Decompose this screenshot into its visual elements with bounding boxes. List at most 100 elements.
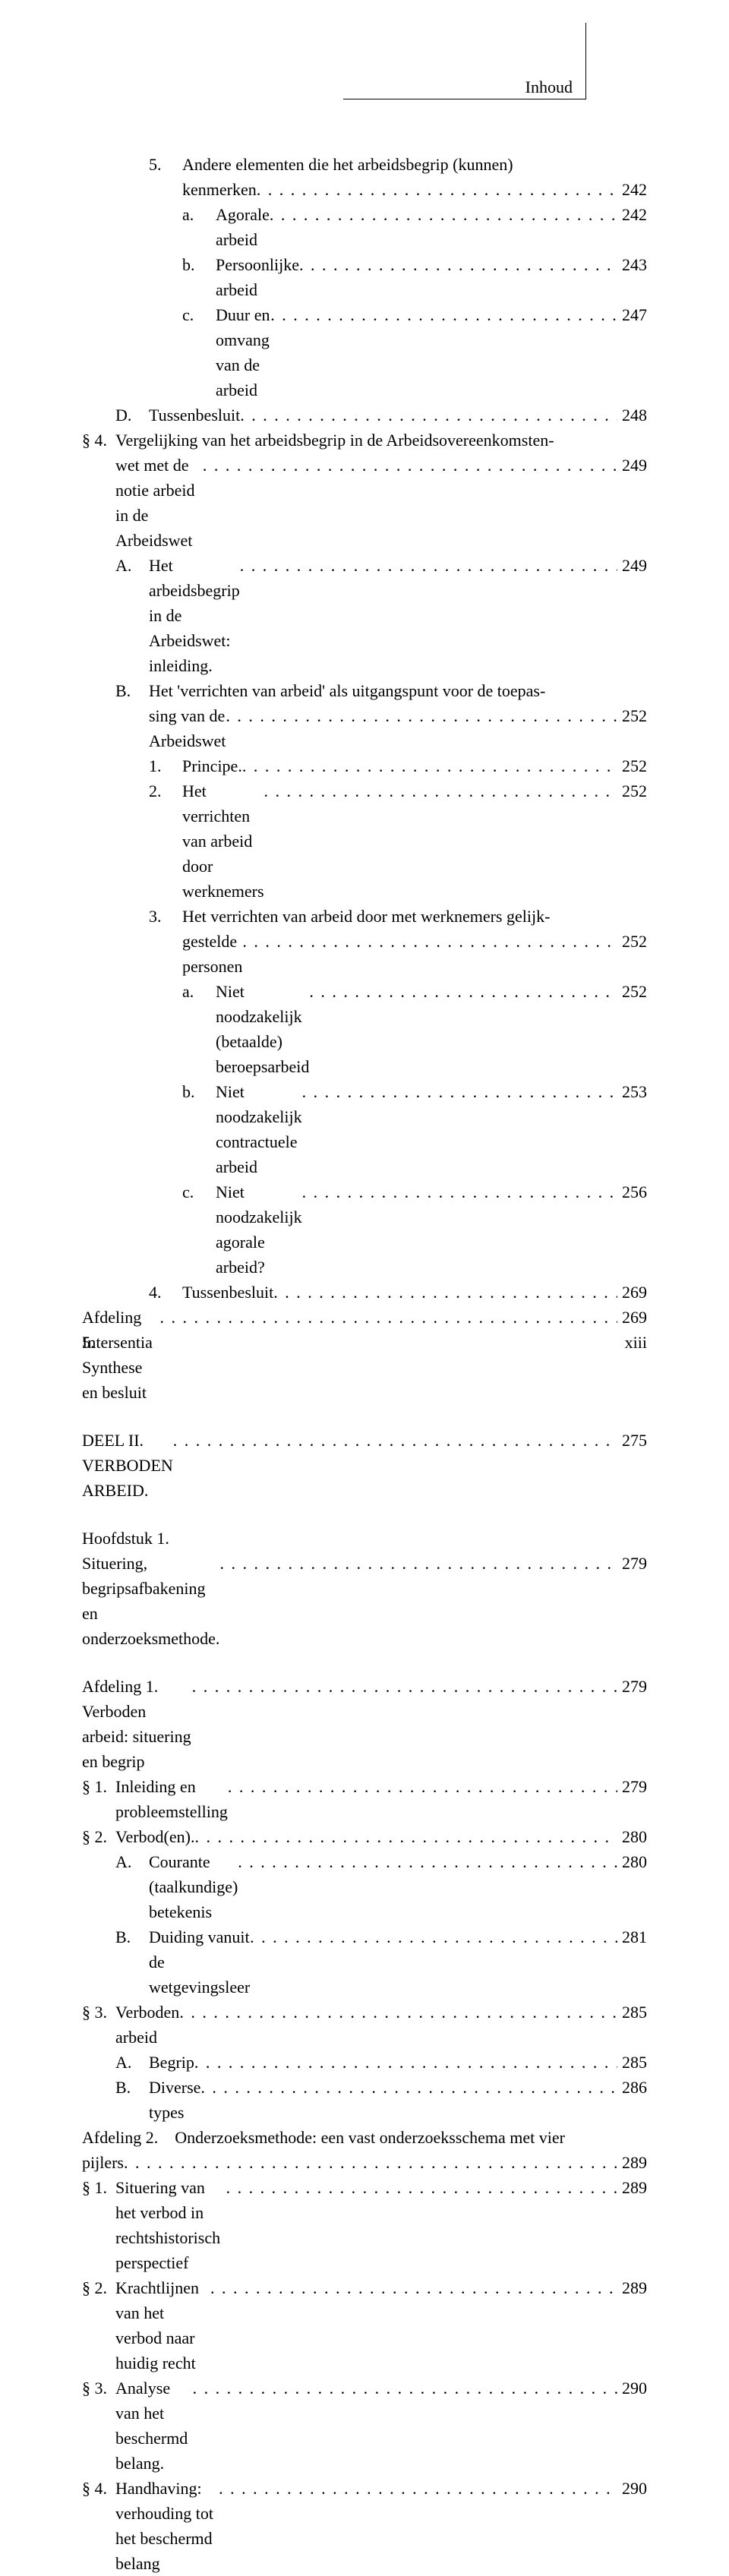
toc-marker: A. [115,553,149,578]
toc-leader [228,1774,617,1799]
toc-entry-wrap: kenmerken242 [82,177,647,202]
running-head-zone: Inhoud [82,68,647,122]
toc-entry: b.Niet noodzakelijk contractuele arbeid2… [82,1079,647,1179]
page-footer: Intersentia xiii [82,1330,647,1355]
toc-label: Het arbeidsbegrip in de Arbeidswet: inle… [149,553,240,678]
toc-marker: a. [182,202,216,227]
toc-marker: § 3. [82,2376,115,2401]
toc-block-1: 5.Andere elementen die het arbeidsbegrip… [82,152,647,1405]
toc-marker: § 2. [82,1824,115,1849]
toc-leader [194,1824,617,1849]
toc-page: 252 [617,979,647,1004]
chapter-heading: Hoofdstuk 1. [82,1526,647,1551]
toc-page: 252 [617,929,647,954]
toc-label: Verbod(en). [115,1824,194,1849]
toc-marker: 4. [149,1280,182,1305]
toc-label: Persoonlijke arbeid [216,252,299,302]
toc-entry: § 2.Verbod(en). 280 [82,1824,647,1849]
toc-marker: B. [115,678,149,703]
toc-entry: § 4.Vergelijking van het arbeidsbegrip i… [82,428,647,453]
toc-page: 285 [617,2000,647,2025]
footer-publisher: Intersentia [82,1330,153,1355]
toc-entry: c.Niet noodzakelijk agorale arbeid? 256 [82,1179,647,1280]
toc-leader [302,1179,617,1204]
toc-marker: 5. [149,152,182,177]
toc-page: 289 [617,2175,647,2200]
toc-page: 247 [617,302,647,327]
toc-label: Begrip [149,2050,194,2075]
toc-label: Afdeling 2. Onderzoeksmethode: een vast … [82,2125,565,2150]
toc-label: pijlers [82,2150,124,2175]
toc-leader [299,252,617,277]
toc-page: 280 [617,1824,647,1849]
toc-entry: B.Duiding vanuit de wetgevingsleer281 [82,1924,647,2000]
toc-label: Het 'verrichten van arbeid' als uitgangs… [149,678,545,703]
toc-entry: § 4.Handhaving: verhouding tot het besch… [82,2476,647,2576]
toc-marker: 1. [149,753,182,778]
toc-entry: B.Diverse types286 [82,2075,647,2125]
toc-page: 252 [617,778,647,803]
toc-page: 275 [617,1428,647,1453]
toc-leader [302,1079,617,1104]
toc-label: wet met de notie arbeid in de Arbeidswet [115,453,203,553]
toc-label: DEEL II. VERBODEN ARBEID. [82,1428,173,1503]
toc-page: 279 [617,1551,647,1576]
toc-entry: Afdeling 5. Synthese en besluit269 [82,1305,647,1405]
toc-leader [219,1551,617,1576]
toc-leader [203,453,617,478]
toc-page: 253 [617,1079,647,1104]
toc-leader [238,1849,617,1874]
toc-page: 242 [617,202,647,227]
toc-leader [193,2376,617,2401]
toc-label: Inleiding en probleemstelling [115,1774,228,1824]
toc-marker: c. [182,302,216,327]
toc-page: 269 [617,1280,647,1305]
toc-entry: 3.Het verrichten van arbeid door met wer… [82,904,647,929]
toc-marker: b. [182,252,216,277]
toc-entry: § 3.Analyse van het beschermd belang.290 [82,2376,647,2476]
toc-entry: Afdeling 1. Verboden arbeid: situering e… [82,1674,647,1774]
toc-leader [257,177,617,202]
toc-marker: a. [182,979,216,1004]
toc-label: Het verrichten van arbeid door met werkn… [182,904,550,929]
toc-entry: 4.Tussenbesluit269 [82,1280,647,1305]
toc-entry: a.Agorale arbeid242 [82,202,647,252]
toc-label: Niet noodzakelijk contractuele arbeid [216,1079,302,1179]
toc-label: Duur en omvang van de arbeid [216,302,270,402]
toc-entry: 2.Het verrichten van arbeid door werknem… [82,778,647,904]
toc-leader [159,1305,617,1330]
toc-leader [179,2000,617,2025]
toc-entry: Situering, begripsafbakening en onderzoe… [82,1551,647,1651]
toc-label: Handhaving: verhouding tot het beschermd… [115,2476,219,2576]
toc-entry-wrap: pijlers 289 [82,2150,647,2175]
toc-page: 252 [617,703,647,728]
toc-entry: a.Niet noodzakelijk (betaalde) beroepsar… [82,979,647,1079]
toc-page: 249 [617,553,647,578]
toc-label: Principe. [182,753,242,778]
toc-page: 248 [617,402,647,428]
toc-label: Niet noodzakelijk agorale arbeid? [216,1179,302,1280]
toc-marker: § 4. [82,2476,115,2501]
toc-leader [226,2175,617,2200]
toc-marker: 3. [149,904,182,929]
toc-entry: A.Begrip285 [82,2050,647,2075]
toc-marker: § 3. [82,2000,115,2025]
toc-entry-wrap: wet met de notie arbeid in de Arbeidswet… [82,453,647,553]
toc-page: 243 [617,252,647,277]
toc-leader [273,1280,617,1305]
toc-leader [219,2476,617,2501]
toc-marker: § 4. [82,428,115,453]
toc-label: Diverse types [149,2075,200,2125]
toc-page: 289 [617,2150,647,2175]
toc-block-2: Afdeling 1. Verboden arbeid: situering e… [82,1674,647,2576]
toc-marker: c. [182,1179,216,1204]
toc-leader [242,929,617,954]
toc-leader [124,2150,617,2175]
toc-entry: 5.Andere elementen die het arbeidsbegrip… [82,152,647,177]
toc-page: 279 [617,1674,647,1699]
running-head: Inhoud [525,74,573,99]
toc-entry: § 3.Verboden arbeid 285 [82,2000,647,2050]
toc-leader [210,2275,617,2300]
toc-page: 256 [617,1179,647,1204]
toc-label: Verboden arbeid [115,2000,179,2050]
